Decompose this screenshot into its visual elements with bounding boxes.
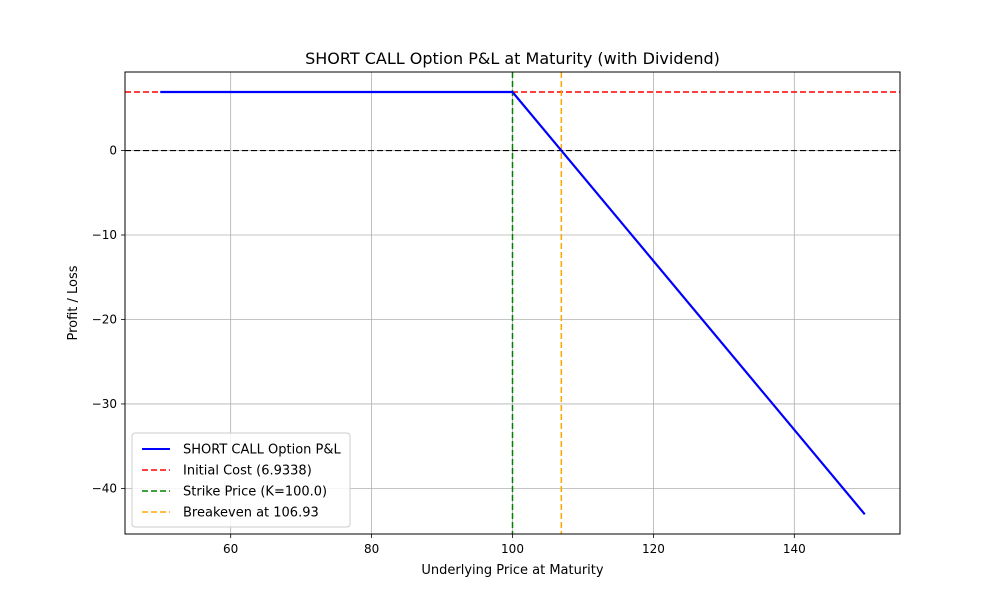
y-tick-label: −20 — [92, 312, 117, 326]
y-axis-ticks: 0 −10 −20 −30 −40 — [92, 144, 125, 495]
x-tick-label: 60 — [223, 542, 238, 556]
legend-box — [131, 432, 351, 528]
y-axis-label: Profit / Loss — [66, 265, 81, 340]
legend-label: SHORT CALL Option P&L — [183, 443, 342, 458]
y-tick-label: 0 — [109, 144, 117, 158]
y-tick-label: −10 — [92, 228, 117, 242]
series — [160, 90, 866, 515]
x-axis-label: Underlying Price at Maturity — [421, 563, 604, 578]
series-line-pnl — [160, 90, 866, 515]
x-tick-label: 80 — [364, 542, 379, 556]
x-tick-label: 140 — [783, 542, 806, 556]
x-axis-ticks: 60 80 100 120 140 — [223, 534, 806, 556]
chart-title: SHORT CALL Option P&L at Maturity (with … — [305, 49, 720, 68]
y-tick-label: −40 — [92, 481, 117, 495]
legend-label: Breakeven at 106.93 — [183, 506, 319, 521]
legend: SHORT CALL Option P&L Initial Cost (6.933… — [131, 432, 351, 528]
legend-label: Initial Cost (6.9338) — [183, 464, 312, 479]
legend-label: Strike Price (K=100.0) — [183, 485, 327, 500]
x-tick-label: 100 — [501, 542, 524, 556]
x-tick-label: 120 — [642, 542, 665, 556]
y-tick-label: −30 — [92, 397, 117, 411]
